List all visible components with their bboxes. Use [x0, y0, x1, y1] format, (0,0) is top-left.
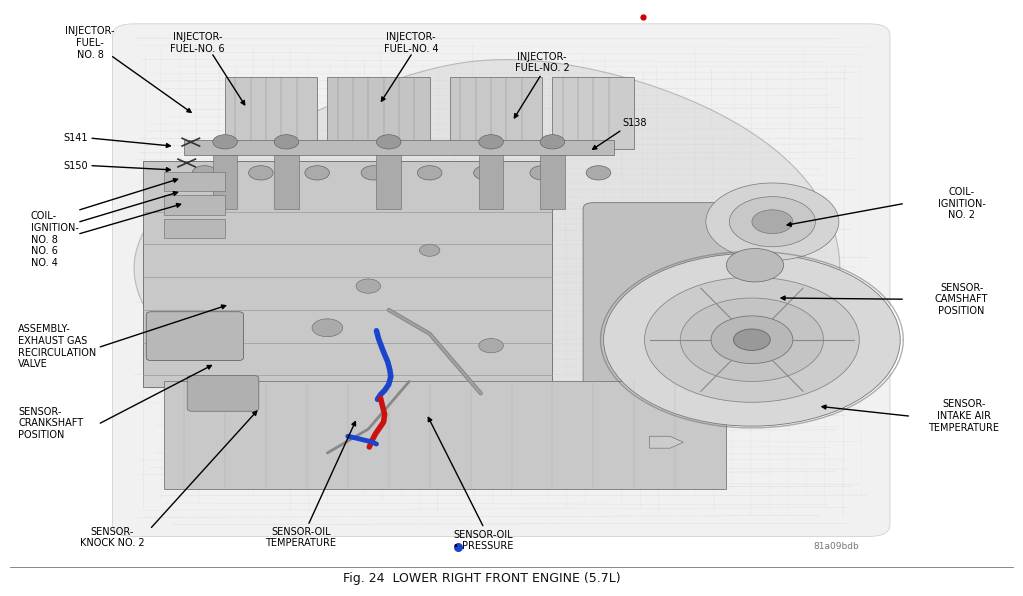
FancyBboxPatch shape: [187, 375, 259, 411]
Circle shape: [419, 244, 440, 256]
Text: S138: S138: [622, 119, 647, 128]
Circle shape: [274, 135, 299, 149]
Circle shape: [213, 135, 237, 149]
Text: COIL-
IGNITION-
NO. 2: COIL- IGNITION- NO. 2: [938, 187, 985, 221]
Circle shape: [479, 339, 503, 353]
Circle shape: [586, 166, 611, 180]
Circle shape: [305, 166, 329, 180]
Circle shape: [479, 135, 503, 149]
Text: SENSOR-
INTAKE AIR
TEMPERATURE: SENSOR- INTAKE AIR TEMPERATURE: [928, 399, 999, 433]
Bar: [164, 219, 225, 238]
Bar: [164, 172, 225, 191]
Text: SENSOR-
CRANKSHAFT
POSITION: SENSOR- CRANKSHAFT POSITION: [18, 406, 84, 440]
Bar: [164, 195, 225, 215]
Circle shape: [729, 197, 815, 247]
Circle shape: [540, 135, 565, 149]
Bar: [184, 140, 614, 155]
Bar: [450, 77, 542, 149]
Bar: [540, 155, 565, 209]
Text: SENSOR-
CAMSHAFT
POSITION: SENSOR- CAMSHAFT POSITION: [935, 283, 988, 316]
Bar: [327, 77, 430, 149]
Circle shape: [376, 135, 401, 149]
Circle shape: [249, 166, 273, 180]
Circle shape: [312, 319, 343, 337]
Bar: [213, 155, 237, 209]
Circle shape: [706, 183, 839, 260]
Bar: [225, 77, 317, 149]
Circle shape: [680, 298, 824, 381]
Text: S141: S141: [63, 134, 88, 143]
Circle shape: [192, 166, 217, 180]
Text: COIL-
IGNITION-
NO. 8
NO. 6
NO. 4: COIL- IGNITION- NO. 8 NO. 6 NO. 4: [31, 212, 79, 268]
Text: SENSOR-
KNOCK NO. 2: SENSOR- KNOCK NO. 2: [80, 527, 145, 548]
Circle shape: [530, 166, 554, 180]
FancyBboxPatch shape: [146, 312, 243, 361]
Text: SENSOR-OIL
TEMPERATURE: SENSOR-OIL TEMPERATURE: [265, 527, 337, 548]
Bar: [552, 77, 634, 149]
Circle shape: [644, 277, 859, 402]
Text: Fig. 24  LOWER RIGHT FRONT ENGINE (5.7L): Fig. 24 LOWER RIGHT FRONT ENGINE (5.7L): [343, 572, 620, 585]
FancyBboxPatch shape: [583, 203, 798, 393]
Polygon shape: [650, 436, 683, 448]
Text: 81a09bdb: 81a09bdb: [813, 542, 859, 551]
Text: INJECTOR-
FUEL-
NO. 8: INJECTOR- FUEL- NO. 8: [65, 26, 115, 60]
Circle shape: [474, 166, 498, 180]
Text: INJECTOR-
FUEL-NO. 6: INJECTOR- FUEL-NO. 6: [170, 32, 225, 54]
Circle shape: [361, 166, 386, 180]
FancyBboxPatch shape: [164, 381, 726, 489]
Text: INJECTOR-
FUEL-NO. 4: INJECTOR- FUEL-NO. 4: [384, 32, 439, 54]
Circle shape: [604, 253, 900, 426]
Bar: [274, 155, 299, 209]
FancyBboxPatch shape: [113, 24, 890, 536]
Text: SENSOR-OIL
• PRESSURE: SENSOR-OIL • PRESSURE: [452, 530, 514, 551]
Text: ASSEMBLY-
EXHAUST GAS
RECIRCULATION
VALVE: ASSEMBLY- EXHAUST GAS RECIRCULATION VALV…: [18, 324, 96, 370]
Bar: [376, 155, 401, 209]
Polygon shape: [134, 60, 840, 482]
Circle shape: [752, 210, 793, 234]
Circle shape: [733, 329, 770, 350]
Circle shape: [711, 316, 793, 364]
FancyBboxPatch shape: [143, 161, 552, 387]
Circle shape: [726, 249, 784, 282]
Bar: [479, 155, 503, 209]
Text: INJECTOR-
FUEL-NO. 2: INJECTOR- FUEL-NO. 2: [515, 52, 570, 73]
Text: S150: S150: [63, 161, 88, 170]
Circle shape: [356, 279, 381, 293]
Circle shape: [417, 166, 442, 180]
